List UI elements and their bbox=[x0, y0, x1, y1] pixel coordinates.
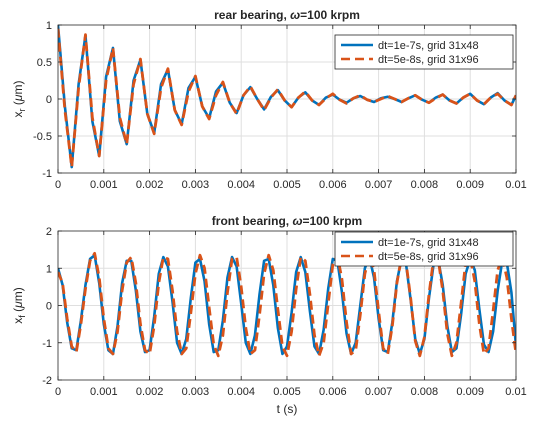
x-tick-label: 0.004 bbox=[227, 179, 255, 191]
legend: dt=1e-7s, grid 31x48 dt=5e-8s, grid 31x96 bbox=[334, 34, 514, 70]
y-label-unit-rest: m) bbox=[11, 287, 25, 301]
legend: dt=1e-7s, grid 31x48 dt=5e-8s, grid 31x96 bbox=[334, 231, 514, 267]
legend-label: dt=5e-8s, grid 31x96 bbox=[378, 251, 479, 263]
y-label-unit-open: ( bbox=[11, 101, 25, 108]
y-label-subscript: r bbox=[17, 108, 27, 111]
x-tick-label: 0.009 bbox=[456, 386, 484, 398]
x-tick-label: 0.009 bbox=[456, 179, 484, 191]
y-tick-label: 0 bbox=[46, 94, 52, 106]
legend-label: dt=1e-7s, grid 31x48 bbox=[378, 40, 479, 52]
y-label-unit-mu: μ bbox=[11, 94, 25, 102]
series-line-2 bbox=[58, 28, 516, 169]
title-prefix: rear bearing, bbox=[214, 8, 290, 22]
x-tick-label: 0.005 bbox=[273, 179, 301, 191]
y-tick-label: 1 bbox=[46, 20, 52, 32]
x-tick-label: 0.008 bbox=[411, 386, 439, 398]
title-suffix: =100 krpm bbox=[300, 8, 360, 22]
x-tick-label: 0.007 bbox=[365, 386, 393, 398]
x-tick-label: 0.003 bbox=[182, 386, 210, 398]
legend-label: dt=1e-7s, grid 31x48 bbox=[378, 237, 479, 249]
y-tick-label: -1 bbox=[42, 168, 52, 180]
x-tick-label: 0.006 bbox=[319, 179, 347, 191]
x-tick-label: 0 bbox=[55, 386, 61, 398]
title-symbol: ω bbox=[292, 214, 302, 228]
x-tick-label: 0 bbox=[55, 179, 61, 191]
title-prefix: front bearing, bbox=[212, 214, 293, 228]
series-line-2 bbox=[58, 251, 516, 358]
x-tick-label: 0.002 bbox=[136, 179, 164, 191]
y-tick-label: -1 bbox=[42, 338, 52, 350]
x-tick-label: 0.01 bbox=[505, 386, 526, 398]
y-label-unit-rest: m) bbox=[11, 81, 25, 95]
y-label-subscript: f bbox=[17, 315, 27, 318]
x-tick-label: 0.003 bbox=[182, 179, 210, 191]
y-axis-label: xf (μm) bbox=[11, 287, 27, 323]
x-tick-label: 0.008 bbox=[411, 179, 439, 191]
y-tick-label: 0.5 bbox=[37, 57, 52, 69]
y-axis-label: xr (μm) bbox=[11, 81, 27, 118]
chart-title: rear bearing, ω=100 krpm bbox=[214, 8, 360, 22]
chart-rear: 0 0.001 0.002 0.003 0.004 0.005 0.006 0.007 0.00… bbox=[11, 8, 527, 191]
y-label-unit-open: ( bbox=[11, 308, 25, 315]
x-tick-label: 0.005 bbox=[273, 386, 301, 398]
y-label-main: x bbox=[11, 318, 25, 324]
title-suffix: =100 krpm bbox=[302, 214, 362, 228]
y-label-main: x bbox=[11, 111, 25, 117]
chart-title: front bearing, ω=100 krpm bbox=[212, 214, 362, 228]
y-label-unit-mu: μ bbox=[11, 301, 25, 309]
x-tick-label: 0.007 bbox=[365, 179, 393, 191]
x-tick-label: 0.001 bbox=[90, 179, 118, 191]
y-tick-label: 0 bbox=[46, 301, 52, 313]
x-tick-label: 0.001 bbox=[90, 386, 118, 398]
legend-label: dt=5e-8s, grid 31x96 bbox=[378, 54, 479, 66]
x-tick-label: 0.004 bbox=[227, 386, 255, 398]
x-axis-label: t (s) bbox=[277, 402, 298, 416]
y-tick-label: 2 bbox=[46, 226, 52, 238]
x-tick-label: 0.01 bbox=[505, 179, 526, 191]
y-tick-label: 1 bbox=[46, 263, 52, 275]
title-symbol: ω bbox=[290, 8, 300, 22]
y-tick-label: -0.5 bbox=[33, 131, 52, 143]
chart-front: 0 0.001 0.002 0.003 0.004 0.005 0.006 0.007 0.00… bbox=[11, 214, 527, 416]
x-tick-label: 0.006 bbox=[319, 386, 347, 398]
legend-box bbox=[334, 231, 514, 267]
y-tick-label: -2 bbox=[42, 375, 52, 387]
legend-box bbox=[334, 34, 514, 70]
x-tick-label: 0.002 bbox=[136, 386, 164, 398]
